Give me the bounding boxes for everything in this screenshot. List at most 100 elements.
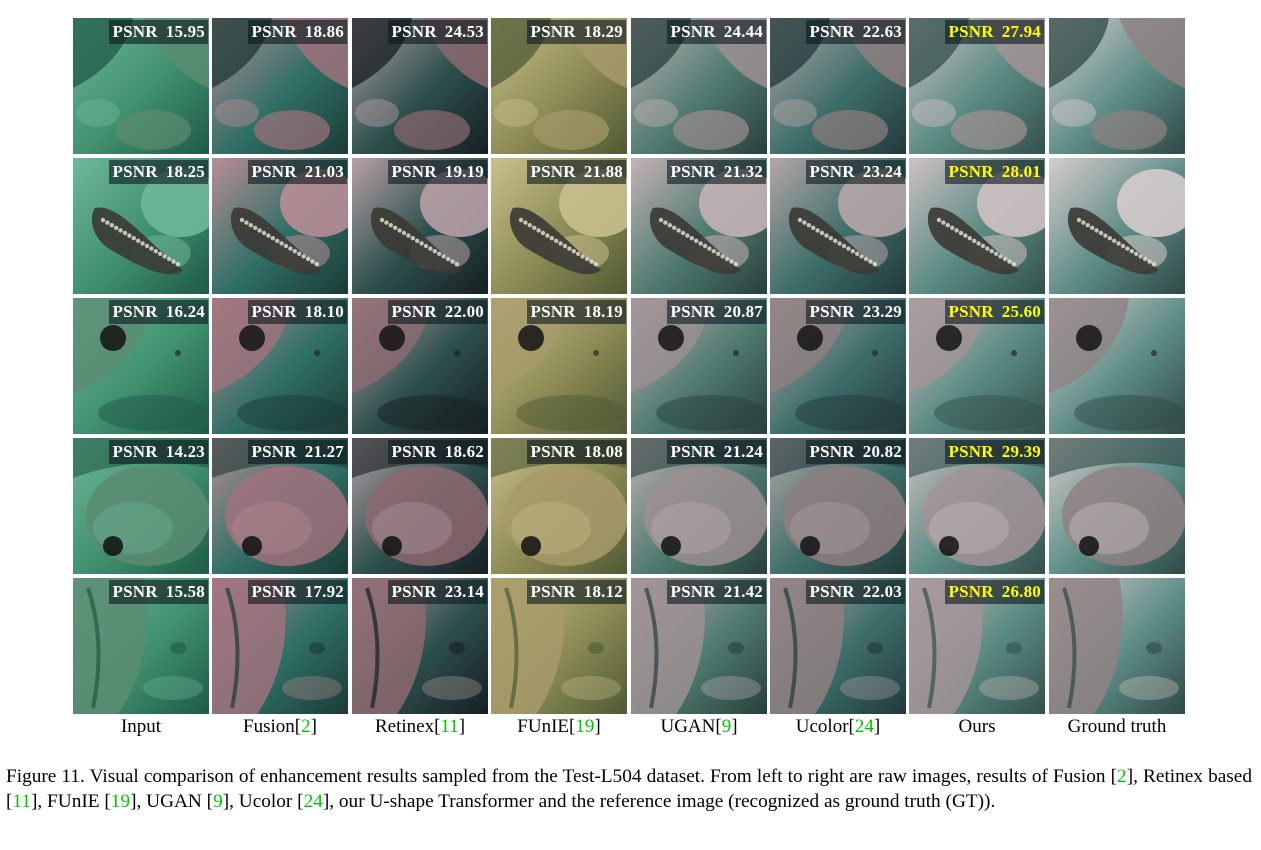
psnr-metric-label: PSNR: [809, 582, 855, 601]
psnr-badge: PSNR 28.01: [944, 160, 1044, 184]
psnr-value: 23.29: [862, 302, 902, 321]
psnr-value: 22.00: [444, 302, 484, 321]
citation-link[interactable]: 9: [213, 791, 223, 812]
psnr-badge: PSNR 16.24: [108, 300, 208, 324]
psnr-value: 20.82: [862, 442, 902, 461]
psnr-value: 22.03: [862, 582, 902, 601]
psnr-metric-label: PSNR: [391, 162, 437, 181]
citation-link[interactable]: 24: [854, 716, 874, 737]
underwater-photo: [631, 578, 767, 714]
citation-link[interactable]: 19: [575, 716, 595, 737]
citation-link[interactable]: 11: [12, 791, 31, 812]
result-image: PSNR 21.27: [212, 438, 348, 574]
result-image: PSNR 18.25: [73, 158, 209, 294]
psnr-badge: PSNR 23.24: [805, 160, 905, 184]
psnr-badge: PSNR 27.94: [944, 20, 1044, 44]
psnr-badge: PSNR 18.19: [526, 300, 626, 324]
caption-text: ], Retinex based [: [6, 766, 1252, 812]
psnr-badge: PSNR 21.88: [526, 160, 626, 184]
psnr-value: 24.44: [723, 22, 763, 41]
result-image: PSNR 16.24: [73, 298, 209, 434]
column-label: UGAN[9]: [660, 716, 738, 737]
psnr-badge: PSNR 20.82: [805, 440, 905, 464]
psnr-value: 18.12: [583, 582, 623, 601]
result-image: [1049, 158, 1185, 294]
citation-link[interactable]: 2: [1117, 766, 1127, 787]
psnr-metric-label: PSNR: [530, 442, 576, 461]
psnr-value: 22.63: [862, 22, 902, 41]
psnr-value: 18.10: [304, 302, 344, 321]
psnr-value: 28.01: [1001, 162, 1041, 181]
result-image: PSNR 23.29: [770, 298, 906, 434]
psnr-badge: PSNR 18.10: [247, 300, 347, 324]
psnr-badge: PSNR 18.08: [526, 440, 626, 464]
psnr-badge: PSNR 23.29: [805, 300, 905, 324]
psnr-value: 23.24: [862, 162, 902, 181]
psnr-metric-label: PSNR: [530, 302, 576, 321]
caption-text: ], UGAN [: [130, 791, 214, 812]
psnr-value: 16.24: [165, 302, 205, 321]
column-label: Ground truth: [1049, 716, 1185, 738]
result-image: PSNR 18.08: [491, 438, 627, 574]
psnr-badge: PSNR 22.63: [805, 20, 905, 44]
psnr-value: 26.80: [1001, 582, 1041, 601]
result-image: PSNR 15.95: [73, 18, 209, 154]
result-image: PSNR 24.44: [631, 18, 767, 154]
psnr-metric-label: PSNR: [112, 162, 158, 181]
result-image: PSNR 23.14: [352, 578, 488, 714]
psnr-badge: PSNR 14.23: [108, 440, 208, 464]
psnr-value: 25.60: [1001, 302, 1041, 321]
psnr-metric-label: PSNR: [251, 302, 297, 321]
psnr-badge: PSNR 29.39: [944, 440, 1044, 464]
psnr-metric-label: PSNR: [670, 22, 716, 41]
psnr-value: 18.19: [583, 302, 623, 321]
psnr-metric-label: PSNR: [251, 162, 297, 181]
column-label: Fusion[2]: [243, 716, 317, 737]
psnr-value: 21.88: [583, 162, 623, 181]
psnr-badge: PSNR 18.25: [108, 160, 208, 184]
psnr-value: 24.53: [444, 22, 484, 41]
underwater-photo: [1049, 578, 1185, 714]
result-image: PSNR 24.53: [352, 18, 488, 154]
citation-link[interactable]: 19: [110, 791, 131, 812]
method-name: Ours: [958, 716, 996, 737]
psnr-badge: PSNR 24.44: [666, 20, 766, 44]
underwater-photo: [1049, 438, 1185, 574]
underwater-photo: [1049, 18, 1185, 154]
psnr-metric-label: PSNR: [809, 162, 855, 181]
result-image: PSNR 20.82: [770, 438, 906, 574]
psnr-badge: PSNR 22.00: [387, 300, 487, 324]
column-label: FUnIE[19]: [517, 716, 601, 737]
column-label: Ours: [909, 716, 1045, 738]
citation-link[interactable]: 9: [721, 716, 732, 737]
result-image: PSNR 22.00: [352, 298, 488, 434]
citation-link[interactable]: 11: [440, 716, 459, 737]
psnr-metric-label: PSNR: [251, 442, 297, 461]
psnr-metric-label: PSNR: [948, 442, 994, 461]
result-image: [1049, 438, 1185, 574]
psnr-value: 21.42: [723, 582, 763, 601]
psnr-value: 17.92: [304, 582, 344, 601]
method-name: Retinex: [374, 716, 435, 737]
result-image: PSNR 18.86: [212, 18, 348, 154]
psnr-badge: PSNR 24.53: [387, 20, 487, 44]
caption-text: ], Ucolor [: [222, 791, 304, 812]
psnr-badge: PSNR 22.03: [805, 580, 905, 604]
psnr-metric-label: PSNR: [251, 582, 297, 601]
comparison-grid: PSNR 15.95 PSNR 18.86 PSNR 24.53 PSNR 18.29 PSNR…: [73, 18, 1185, 714]
psnr-metric-label: PSNR: [112, 22, 158, 41]
result-image: PSNR 20.87: [631, 298, 767, 434]
psnr-metric-label: PSNR: [948, 302, 994, 321]
result-image: [1049, 298, 1185, 434]
result-image: [1049, 18, 1185, 154]
psnr-metric-label: PSNR: [948, 162, 994, 181]
psnr-badge: PSNR 20.87: [666, 300, 766, 324]
psnr-value: 18.86: [304, 22, 344, 41]
psnr-metric-label: PSNR: [112, 442, 158, 461]
psnr-value: 29.39: [1001, 442, 1041, 461]
citation-link[interactable]: 24: [303, 791, 323, 812]
result-image: [1049, 578, 1185, 714]
psnr-badge: PSNR 21.24: [666, 440, 766, 464]
psnr-metric-label: PSNR: [948, 22, 994, 41]
citation-link[interactable]: 2: [301, 716, 311, 737]
